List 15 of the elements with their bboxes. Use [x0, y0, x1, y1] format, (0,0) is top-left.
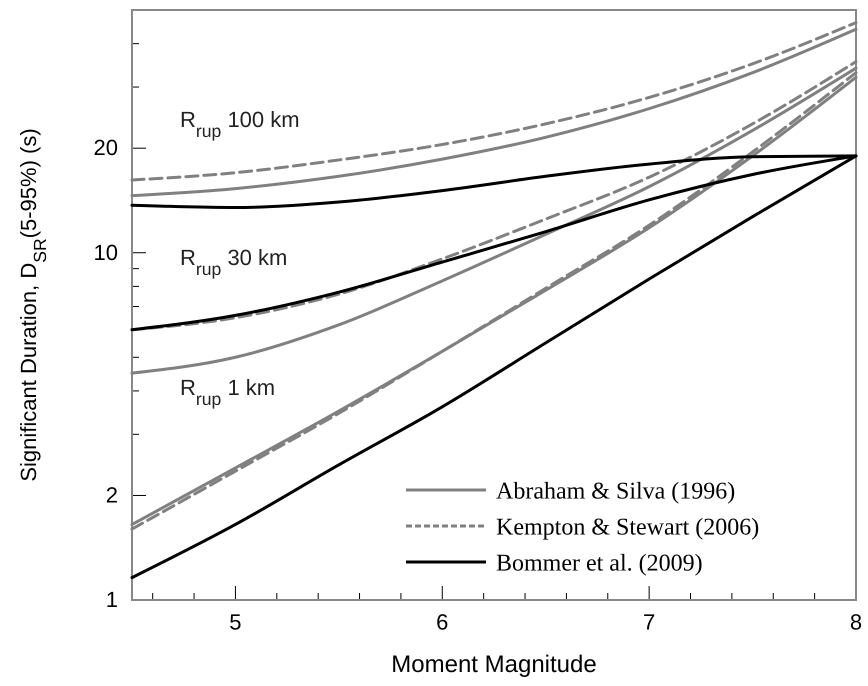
x-tick-label: 5 — [229, 610, 242, 635]
x-tick-label: 7 — [643, 610, 656, 635]
y-tick-label: 10 — [94, 240, 118, 265]
x-tick-label: 6 — [436, 610, 448, 635]
x-axis-title: Moment Magnitude — [391, 651, 597, 678]
annotation: R$_{rup}$ 1 km — [180, 375, 276, 409]
annotation: R$_{rup}$ 30 km — [180, 245, 288, 279]
annotation: R$_{rup}$ 100 km — [180, 107, 300, 141]
y-tick-label: 2 — [106, 482, 118, 508]
legend-label: Kempton & Stewart (2006) — [496, 514, 760, 540]
legend-label: Bommer et al. (2009) — [496, 550, 703, 576]
y-tick-label: 1 — [106, 587, 118, 612]
y-tick-label: 20 — [94, 135, 118, 160]
x-tick-label: 8 — [850, 610, 862, 635]
legend-label: Abraham & Silva (1996) — [496, 478, 736, 504]
